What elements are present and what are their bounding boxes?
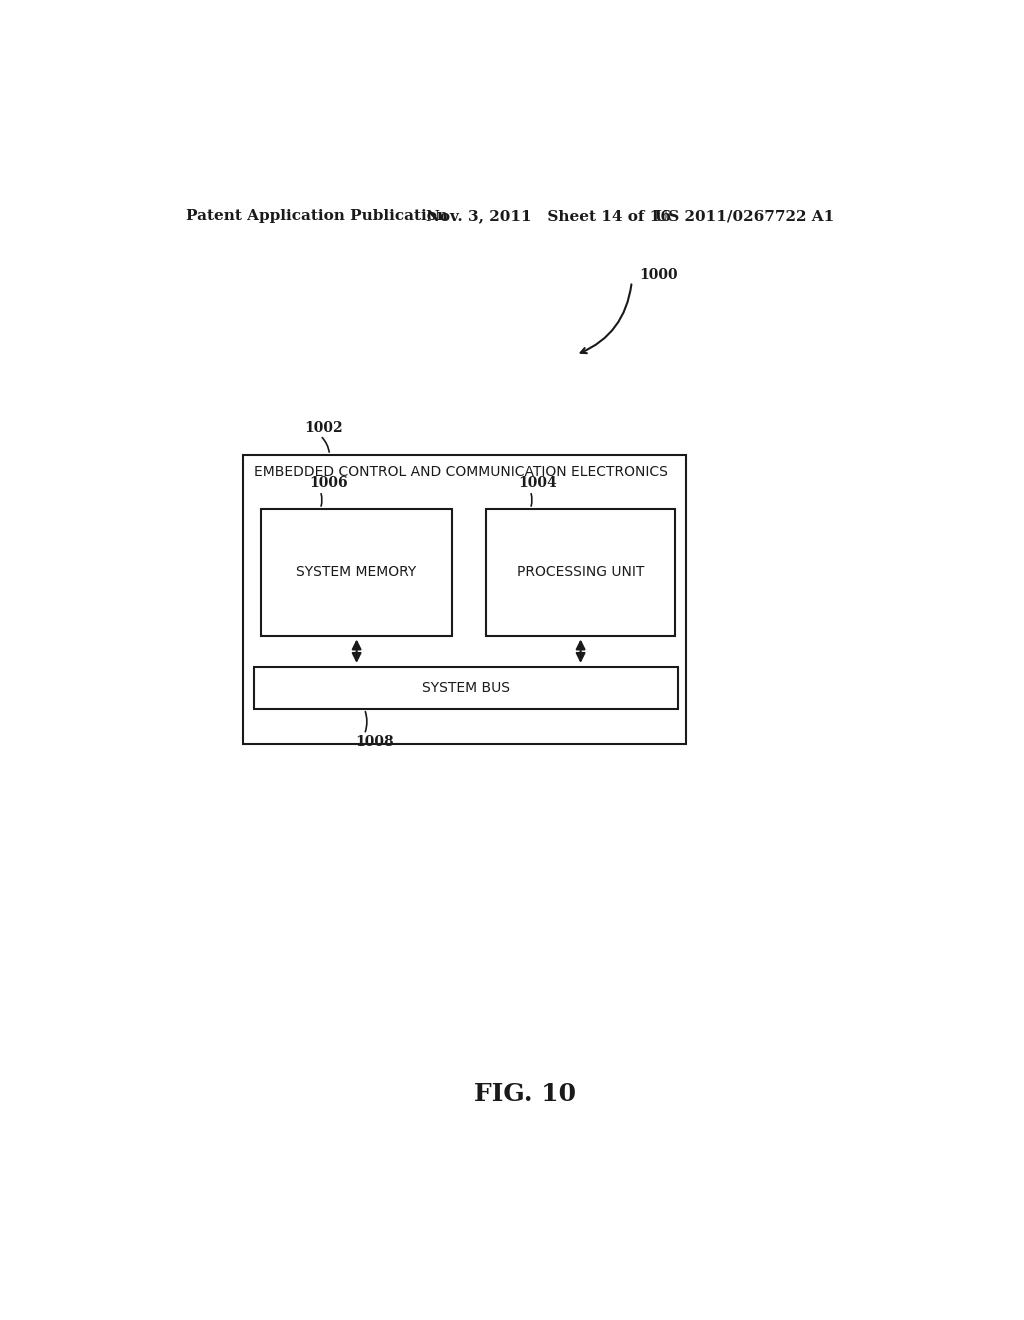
Text: Nov. 3, 2011   Sheet 14 of 16: Nov. 3, 2011 Sheet 14 of 16 [426,209,672,223]
Bar [254,667,678,709]
Text: US 2011/0267722 A1: US 2011/0267722 A1 [655,209,835,223]
Text: EMBEDDED CONTROL AND COMMUNICATION ELECTRONICS: EMBEDDED CONTROL AND COMMUNICATION ELECT… [254,465,668,479]
Text: Patent Application Publication: Patent Application Publication [186,209,449,223]
Text: 1000: 1000 [640,268,678,282]
Bar [261,508,452,636]
Text: 1004: 1004 [518,477,557,490]
Text: FIG. 10: FIG. 10 [474,1082,575,1106]
Text: SYSTEM MEMORY: SYSTEM MEMORY [297,565,417,579]
Text: PROCESSING UNIT: PROCESSING UNIT [517,565,644,579]
Bar [486,508,675,636]
Text: 1002: 1002 [305,421,343,434]
Bar [243,455,686,743]
Text: 1008: 1008 [355,735,393,748]
Text: 1006: 1006 [309,477,348,490]
Text: SYSTEM BUS: SYSTEM BUS [422,681,510,694]
